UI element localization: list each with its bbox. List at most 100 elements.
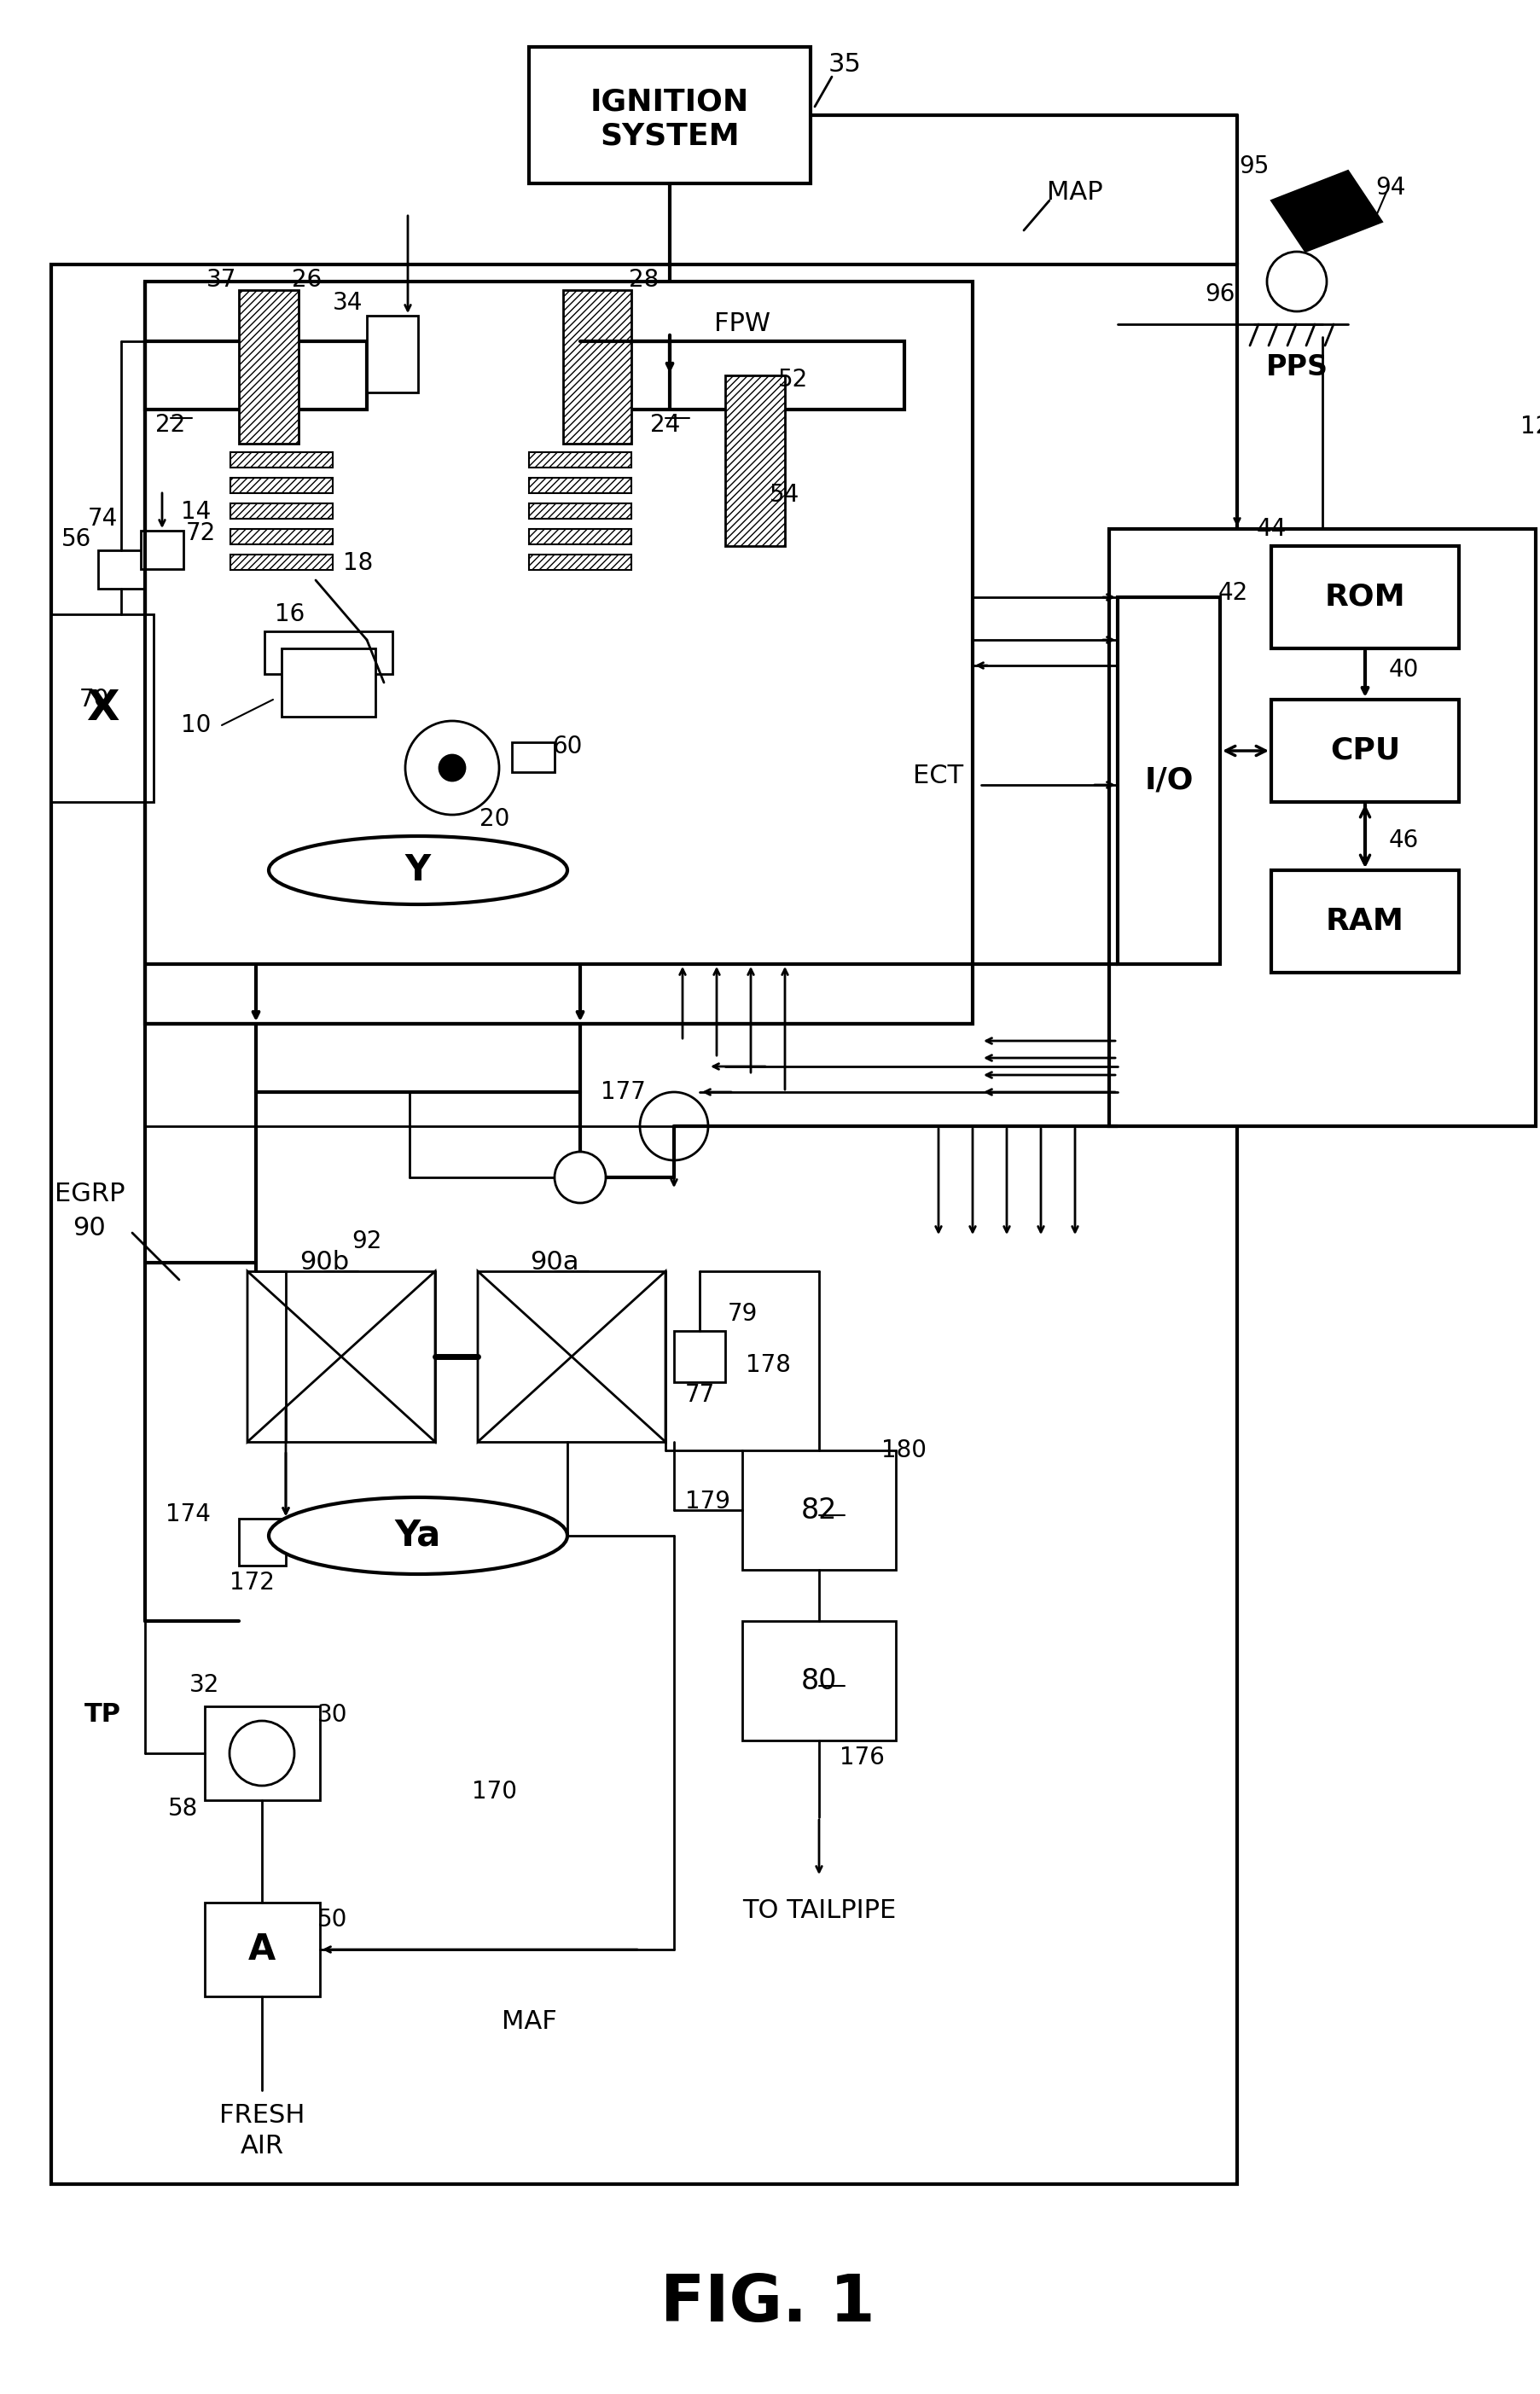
Bar — [140, 531, 183, 570]
Text: 170: 170 — [471, 1779, 517, 1803]
Text: 40: 40 — [1388, 658, 1418, 682]
Bar — [99, 551, 145, 589]
Text: FPW: FPW — [713, 311, 770, 338]
Text: 28: 28 — [628, 268, 659, 292]
Text: 96: 96 — [1204, 282, 1235, 306]
Circle shape — [439, 754, 465, 780]
Bar — [145, 342, 367, 409]
Text: 172: 172 — [229, 1570, 274, 1594]
Bar — [205, 1903, 320, 1997]
Text: 46: 46 — [1388, 828, 1418, 852]
Text: 54: 54 — [770, 484, 799, 508]
Ellipse shape — [268, 836, 567, 905]
Bar — [511, 742, 554, 773]
Text: MAP: MAP — [1047, 180, 1103, 203]
Text: 90b: 90b — [299, 1250, 350, 1276]
Text: CPU: CPU — [1329, 737, 1400, 766]
Text: 80: 80 — [801, 1666, 836, 1695]
Polygon shape — [571, 1271, 665, 1441]
Text: RAM: RAM — [1324, 907, 1403, 936]
Text: 30: 30 — [317, 1702, 348, 1726]
Text: 42: 42 — [1217, 582, 1247, 606]
Bar — [231, 529, 333, 543]
Text: 177: 177 — [601, 1080, 645, 1104]
Text: FRESH: FRESH — [219, 2104, 305, 2128]
Text: 82: 82 — [801, 1496, 836, 1525]
Bar — [528, 452, 631, 467]
Text: 77: 77 — [684, 1384, 715, 1408]
Bar — [231, 555, 333, 570]
Circle shape — [229, 1721, 294, 1786]
Text: 14: 14 — [182, 500, 211, 524]
Bar — [477, 1271, 665, 1441]
Text: 18: 18 — [343, 551, 373, 575]
Bar — [205, 1707, 320, 1800]
Bar — [528, 479, 631, 493]
Text: 24: 24 — [650, 412, 681, 436]
Bar — [248, 1271, 434, 1441]
Text: 74: 74 — [88, 508, 117, 531]
Bar — [725, 376, 784, 546]
Text: 58: 58 — [168, 1798, 199, 1822]
Ellipse shape — [268, 1496, 567, 1575]
Text: 37: 37 — [206, 268, 237, 292]
Text: 12: 12 — [1520, 414, 1540, 438]
Text: SYSTEM: SYSTEM — [599, 122, 739, 151]
Text: 92: 92 — [351, 1231, 382, 1254]
Bar — [145, 282, 972, 1025]
Text: IGNITION: IGNITION — [590, 89, 748, 117]
Text: 95: 95 — [1238, 156, 1269, 177]
Bar — [239, 290, 299, 443]
Bar — [1270, 699, 1458, 802]
Text: 32: 32 — [189, 1673, 220, 1697]
Bar — [1116, 596, 1220, 965]
Text: 70: 70 — [79, 687, 109, 711]
Text: 44: 44 — [1255, 517, 1286, 541]
Text: 174: 174 — [165, 1503, 209, 1527]
Bar — [239, 1518, 285, 1566]
Text: ECT: ECT — [913, 764, 962, 788]
Bar — [742, 1621, 895, 1740]
Text: I/O: I/O — [1144, 766, 1194, 795]
Polygon shape — [340, 1271, 434, 1441]
Text: Ya: Ya — [394, 1518, 440, 1554]
Text: TP: TP — [85, 1702, 120, 1726]
Text: FIG. 1: FIG. 1 — [661, 2272, 875, 2334]
Bar — [528, 503, 631, 519]
Polygon shape — [248, 1271, 340, 1441]
Bar — [51, 263, 1237, 2183]
Text: X: X — [86, 687, 119, 728]
Bar — [528, 48, 810, 184]
Text: 179: 179 — [685, 1489, 730, 1513]
Bar — [231, 479, 333, 493]
Bar — [742, 1451, 895, 1570]
Bar — [231, 452, 333, 467]
Text: 52: 52 — [778, 369, 808, 393]
Text: 79: 79 — [727, 1302, 758, 1326]
Text: AIR: AIR — [240, 2133, 283, 2157]
Circle shape — [405, 721, 499, 814]
Text: 34: 34 — [333, 292, 363, 316]
Text: 10: 10 — [182, 713, 211, 737]
Text: TO TAILPIPE: TO TAILPIPE — [742, 1898, 895, 1922]
Bar — [528, 529, 631, 543]
Bar — [367, 316, 417, 393]
Text: 72: 72 — [185, 522, 216, 546]
Bar — [231, 503, 333, 519]
Text: MAF: MAF — [500, 2009, 556, 2035]
Text: EGRP: EGRP — [54, 1183, 125, 1207]
Text: A: A — [248, 1932, 276, 1968]
Circle shape — [639, 1092, 708, 1161]
Text: 94: 94 — [1375, 175, 1404, 199]
Text: 56: 56 — [62, 527, 92, 551]
Text: 50: 50 — [317, 1908, 348, 1932]
Bar — [265, 632, 393, 675]
Bar — [282, 649, 376, 716]
Bar — [581, 342, 904, 409]
Text: 20: 20 — [479, 807, 510, 831]
Bar — [673, 1331, 725, 1381]
Text: 22: 22 — [156, 412, 186, 436]
Text: 90: 90 — [72, 1216, 106, 1240]
Text: ROM: ROM — [1324, 582, 1404, 613]
Bar — [562, 290, 631, 443]
